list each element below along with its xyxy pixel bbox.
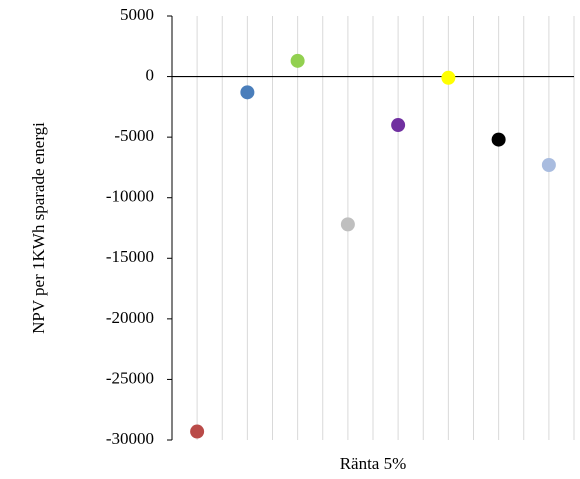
y-tick-label: -10000 — [106, 187, 154, 206]
y-tick-label: -20000 — [106, 308, 154, 327]
point — [290, 53, 305, 68]
y-tick-label: -15000 — [106, 247, 154, 266]
x-axis-title: Ränta 5% — [340, 454, 407, 473]
point — [491, 132, 506, 147]
point — [240, 85, 255, 100]
y-tick-label: -25000 — [106, 368, 154, 387]
point — [541, 158, 556, 173]
point — [190, 424, 205, 439]
point — [441, 70, 456, 85]
y-tick-label: 5000 — [120, 5, 154, 24]
y-tick-label: 0 — [146, 65, 155, 84]
point — [340, 217, 355, 232]
y-tick-label: -30000 — [106, 429, 154, 448]
point — [391, 118, 406, 133]
y-axis-title: NPV per 1KWh sparade energi — [29, 122, 48, 334]
y-tick-label: -5000 — [114, 126, 154, 145]
